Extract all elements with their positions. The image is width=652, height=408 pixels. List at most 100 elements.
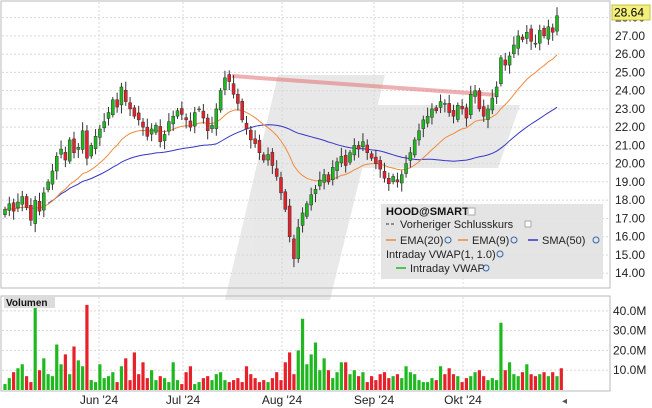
candle-body (542, 27, 546, 37)
volume-bar (495, 380, 499, 390)
candle-body (16, 201, 20, 209)
price-tick-label: 20.00 (615, 157, 645, 171)
candle-body (115, 99, 119, 108)
volume-bar (93, 382, 98, 390)
volume-bar (171, 362, 175, 390)
candle-body (274, 168, 279, 177)
x-tick-label: Okt '24 (444, 393, 482, 407)
x-tick-label: Jul '24 (166, 393, 201, 407)
candle-body (124, 90, 128, 102)
volume-bar (400, 378, 404, 390)
settings-icon[interactable] (496, 250, 504, 258)
volume-bar (89, 380, 93, 390)
volume-bar (12, 372, 16, 390)
ema20-line (4, 54, 558, 210)
candle-body (266, 154, 270, 161)
candle-body (231, 83, 236, 95)
candle-body (331, 167, 335, 180)
candle-body (494, 86, 499, 98)
candle-body (300, 212, 305, 226)
volume-bar (408, 372, 412, 390)
candle-body (296, 227, 300, 259)
volume-bar (426, 382, 430, 390)
price-axis: 14.00 15.00 16.00 17.00 18.00 19.00 20.00 21.00… (615, 11, 645, 281)
candle-body (443, 103, 447, 105)
volume-bar (382, 372, 387, 390)
volume-bar (365, 382, 369, 390)
candle-body (503, 59, 507, 66)
x-tick-label: Aug '24 (262, 393, 303, 407)
volume-bar (516, 376, 520, 390)
volume-bar (305, 364, 309, 390)
candle-body (490, 97, 495, 111)
svg-text:28.64: 28.64 (614, 6, 644, 20)
volume-bar (279, 380, 283, 390)
settings-icon[interactable] (592, 236, 600, 244)
volume-bar (59, 364, 63, 390)
x-tick-label: Jun '24 (80, 393, 119, 407)
candle-body (460, 106, 464, 110)
volume-bar (20, 364, 24, 390)
candle-body (469, 94, 473, 115)
candle-body (361, 141, 365, 148)
price-tick-label: 15.00 (615, 248, 645, 262)
volume-bar (443, 374, 447, 390)
volume-bar (559, 368, 563, 390)
legend-vwap2: Intraday VWAP (410, 263, 485, 275)
candle-body (80, 130, 85, 150)
legend-vwap: Intraday VWAP(1, 1.0) (386, 249, 496, 261)
candle-body (326, 174, 331, 183)
volume-bar (210, 380, 214, 390)
volume-bar (296, 350, 300, 390)
candle-body (322, 174, 326, 183)
candle-body (404, 163, 408, 174)
candle-body (154, 125, 158, 133)
settings-icon[interactable] (482, 264, 490, 272)
price-tick-label: 22.00 (615, 120, 645, 134)
volume-bar (417, 380, 421, 390)
candle-body (158, 126, 162, 143)
volume-bar (300, 318, 305, 390)
volume-bar (227, 382, 231, 390)
volume-bar (464, 378, 469, 390)
candle-body (305, 203, 309, 217)
candle-body (180, 108, 184, 115)
price-tick-label: 16.00 (615, 230, 645, 244)
volume-bar (438, 366, 443, 390)
candle-body (512, 44, 516, 55)
candle-body (395, 179, 400, 183)
volume-bar (344, 362, 348, 390)
candle-body (20, 196, 24, 205)
volume-bar (206, 376, 210, 390)
volume-axis: 10.0M 20.0M 30.0M 40.0M (613, 304, 646, 377)
candle-body (387, 178, 391, 185)
volume-bar (460, 382, 464, 390)
volume-bar (119, 366, 124, 390)
volume-bar (111, 372, 115, 390)
volume-bar (262, 380, 266, 390)
volume-bar (102, 378, 106, 390)
candle-body (499, 57, 503, 84)
volume-bar (150, 370, 154, 390)
legend-ema9: EMA(9) (472, 235, 509, 247)
candle-body (486, 108, 490, 120)
price-tick-label: 26.00 (615, 47, 645, 61)
candle-body (240, 100, 244, 121)
candle-body (477, 90, 482, 110)
settings-icon[interactable] (444, 236, 452, 244)
volume-bar (275, 372, 279, 390)
price-panel (0, 0, 611, 289)
volume-bar (378, 374, 382, 390)
candle-body (430, 108, 434, 118)
candle-body (136, 112, 141, 121)
settings-icon[interactable] (510, 236, 518, 244)
candle-body (438, 101, 443, 108)
candle-body (356, 145, 361, 150)
candle-body (167, 121, 171, 132)
volume-bar (322, 358, 326, 390)
volume-bar (3, 384, 7, 390)
scroll-arrow-icon[interactable]: ◂ (562, 396, 567, 407)
candle-body (555, 15, 559, 32)
volume-bar (132, 352, 136, 390)
